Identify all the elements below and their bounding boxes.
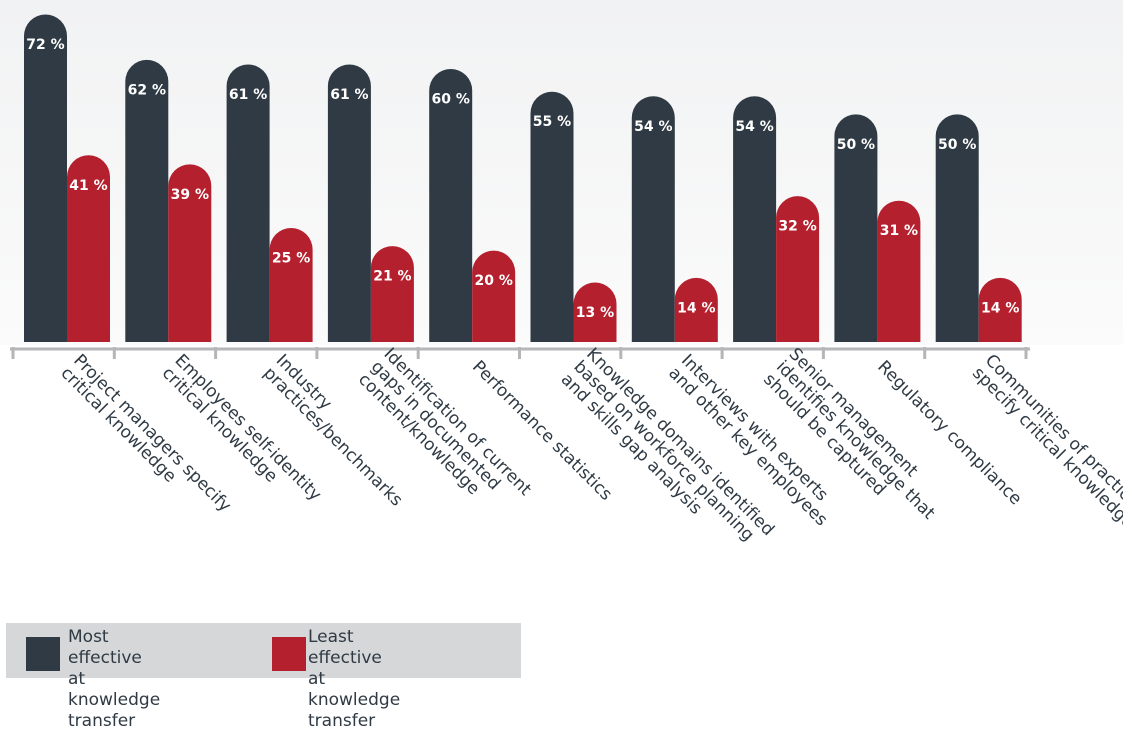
bar-most-effective-4 (327, 64, 371, 342)
bar-most-effective-1 (24, 14, 67, 342)
legend-label-most-effective: Most effective at knowledge transfer (68, 627, 161, 731)
legend-swatch-most-effective (26, 637, 60, 671)
category-label-line: specify critical knowledge (968, 363, 1123, 533)
data-label-least-effective-4: 21 % (373, 269, 411, 285)
data-label-least-effective-9: 31 % (880, 223, 918, 239)
bar-least-effective-3 (269, 227, 313, 342)
data-label-most-effective-10: 50 % (938, 137, 976, 153)
bar-least-effective-10 (978, 277, 1022, 342)
bar-most-effective-6 (530, 91, 574, 342)
bar-most-effective-2 (125, 59, 169, 343)
data-label-least-effective-7: 14 % (677, 300, 715, 316)
category-label-line: based on workforce planning (569, 357, 757, 545)
data-label-least-effective-3: 25 % (272, 250, 310, 266)
chart-canvas: 72 % 62 % 61 % 61 % 60 % 55 % 54 % 54 % 50 % 50 %… (0, 0, 1123, 545)
chart-legend: Most effective at knowledge transfer Lea… (6, 623, 521, 731)
data-label-most-effective-5: 60 % (432, 92, 470, 108)
bar-least-effective-9 (877, 200, 921, 342)
bar-least-effective-4 (370, 246, 414, 342)
bar-most-effective-5 (429, 69, 473, 342)
bar-most-effective-10 (935, 114, 979, 342)
bar-least-effective-6 (573, 282, 617, 342)
data-label-most-effective-2: 62 % (128, 82, 166, 98)
data-label-most-effective-8: 54 % (735, 119, 773, 135)
data-label-most-effective-3: 61 % (229, 87, 267, 103)
bar-most-effective-3 (226, 64, 270, 342)
category-label-line: critical knowledge (57, 363, 180, 486)
data-label-least-effective-6: 13 % (576, 305, 614, 321)
data-label-least-effective-1: 41 % (69, 178, 107, 194)
data-label-most-effective-6: 55 % (533, 114, 571, 130)
bar-least-effective-8 (776, 196, 820, 342)
data-label-most-effective-4: 61 % (330, 87, 368, 103)
legend-swatch-least-effective (272, 637, 306, 671)
bar-least-effective-5 (472, 250, 516, 342)
bar-least-effective-7 (674, 277, 718, 342)
data-label-least-effective-10: 14 % (981, 300, 1019, 316)
data-label-least-effective-8: 32 % (778, 219, 816, 235)
data-label-least-effective-2: 39 % (171, 187, 209, 203)
bar-most-effective-7 (631, 96, 675, 342)
bar-least-effective-1 (67, 155, 110, 342)
data-label-most-effective-7: 54 % (634, 119, 672, 135)
bar-most-effective-8 (733, 96, 777, 342)
bar-least-effective-2 (168, 164, 212, 342)
legend-label-least-effective: Least effective at knowledge transfer (308, 627, 401, 731)
data-label-most-effective-9: 50 % (837, 137, 875, 153)
data-label-most-effective-1: 72 % (26, 37, 64, 53)
bar-most-effective-9 (834, 114, 878, 342)
data-label-least-effective-5: 20 % (475, 273, 513, 289)
